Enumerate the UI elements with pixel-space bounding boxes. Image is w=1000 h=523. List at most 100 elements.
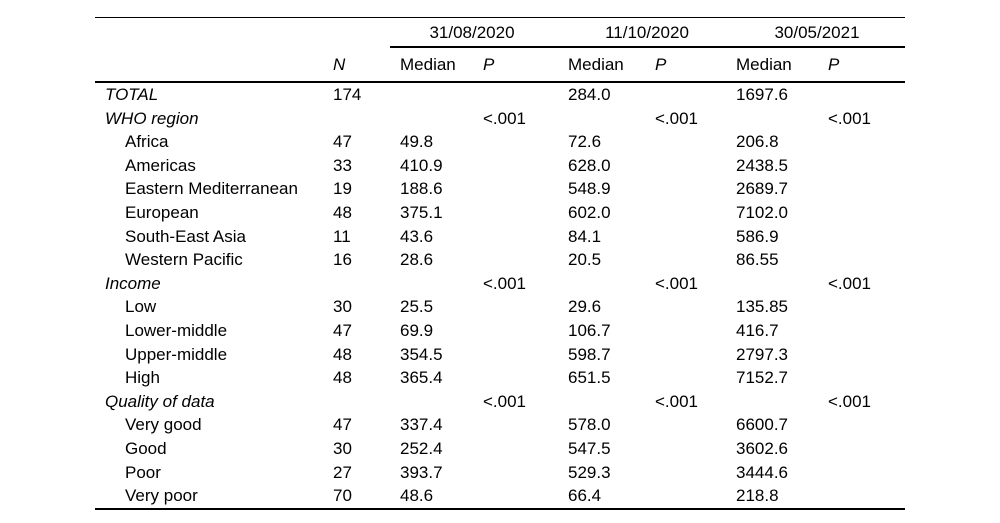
- row-label: Eastern Mediterranean: [125, 179, 298, 199]
- row-value: [655, 343, 736, 367]
- row-value: 48: [333, 344, 352, 364]
- table-row: Good 30 252.4 547.5 3602.6: [95, 437, 905, 461]
- row-value: <.001: [655, 273, 699, 293]
- p-column-header: P: [483, 55, 495, 74]
- table-row: Eastern Mediterranean 19 188.6 548.9 2689.7: [95, 177, 905, 201]
- row-value: 16: [333, 250, 352, 270]
- row-value: [828, 343, 905, 367]
- row-value: [736, 107, 828, 131]
- date-group-label: 31/08/2020: [429, 23, 515, 42]
- row-value: 47: [333, 415, 352, 435]
- row-value: [655, 413, 736, 437]
- row-value: [483, 295, 568, 319]
- row-value: 69.9: [400, 320, 434, 340]
- row-value: 547.5: [568, 438, 611, 458]
- table-row: WHO region <.001 <.001 <.001: [95, 107, 905, 131]
- row-label: Quality of data: [105, 391, 215, 411]
- table-row: European 48 375.1 602.0 7102.0: [95, 201, 905, 225]
- p-column-header: P: [828, 55, 840, 74]
- table-row: Africa 47 49.8 72.6 206.8: [95, 130, 905, 154]
- row-value: [655, 154, 736, 178]
- row-value: 30: [333, 438, 352, 458]
- row-value: 337.4: [400, 415, 443, 435]
- row-label: Poor: [125, 462, 161, 482]
- row-value: [828, 154, 905, 178]
- row-value: [483, 461, 568, 485]
- row-value: 375.1: [400, 202, 443, 222]
- row-value: 11: [333, 226, 351, 246]
- table-body: TOTAL 174 284.0 1697.6 WHO region <.001 <.001 <…: [95, 83, 905, 508]
- row-value: 47: [333, 320, 352, 340]
- row-value: [483, 201, 568, 225]
- row-value: 25.5: [400, 297, 434, 317]
- row-value: 365.4: [400, 368, 443, 388]
- row-value: <.001: [828, 273, 872, 293]
- row-value: [655, 225, 736, 249]
- row-value: [483, 177, 568, 201]
- row-value: 586.9: [736, 226, 779, 246]
- row-value: 2797.3: [736, 344, 788, 364]
- row-value: [828, 366, 905, 390]
- row-label: Good: [125, 438, 167, 458]
- row-value: [333, 390, 400, 414]
- row-label: Very poor: [125, 486, 198, 506]
- row-value: 284.0: [568, 85, 611, 104]
- row-label: Income: [105, 273, 161, 293]
- row-value: 20.5: [568, 250, 602, 270]
- row-value: 2689.7: [736, 179, 788, 199]
- row-value: 27: [333, 462, 352, 482]
- row-value: 410.9: [400, 155, 443, 175]
- row-value: 2438.5: [736, 155, 788, 175]
- row-value: [483, 319, 568, 343]
- row-label: Lower-middle: [125, 320, 228, 340]
- row-value: [828, 413, 905, 437]
- median-column-header: Median: [736, 55, 792, 74]
- row-value: 135.85: [736, 297, 788, 317]
- row-value: [655, 83, 736, 107]
- row-label: South-East Asia: [125, 226, 246, 246]
- row-value: 6600.7: [736, 415, 788, 435]
- row-value: [483, 83, 568, 107]
- row-value: 19: [333, 179, 352, 199]
- label-column-header: [95, 48, 333, 82]
- row-value: [828, 437, 905, 461]
- row-value: [483, 343, 568, 367]
- table-row: Upper-middle 48 354.5 598.7 2797.3: [95, 343, 905, 367]
- row-value: 3444.6: [736, 462, 788, 482]
- row-value: 206.8: [736, 132, 779, 152]
- row-value: [828, 83, 905, 107]
- row-value: [483, 225, 568, 249]
- date-group-row: 31/08/2020 11/10/2020 30/05/2021: [95, 18, 905, 46]
- row-value: [483, 248, 568, 272]
- row-value: 30: [333, 297, 352, 317]
- table-row: Lower-middle 47 69.9 106.7 416.7: [95, 319, 905, 343]
- row-value: [828, 201, 905, 225]
- row-value: 106.7: [568, 320, 611, 340]
- row-label: Very good: [125, 415, 202, 435]
- row-value: [400, 272, 483, 296]
- table-top-rule: [95, 17, 905, 18]
- row-value: [400, 390, 483, 414]
- row-value: <.001: [828, 391, 872, 411]
- table-row: South-East Asia 11 43.6 84.1 586.9: [95, 225, 905, 249]
- row-value: 28.6: [400, 250, 434, 270]
- row-value: [655, 295, 736, 319]
- table-header: 31/08/2020 11/10/2020 30/05/2021 N Media…: [95, 18, 905, 81]
- row-value: 3602.6: [736, 438, 788, 458]
- row-value: 393.7: [400, 462, 443, 482]
- row-label: Americas: [125, 155, 196, 175]
- row-value: <.001: [483, 273, 527, 293]
- row-label: Low: [125, 297, 157, 317]
- row-value: 66.4: [568, 486, 602, 506]
- row-value: <.001: [655, 108, 699, 128]
- row-value: [400, 83, 483, 107]
- row-value: 174: [333, 85, 362, 104]
- row-value: 529.3: [568, 462, 611, 482]
- row-value: <.001: [483, 108, 527, 128]
- row-label: European: [125, 202, 199, 222]
- row-value: 48.6: [400, 486, 434, 506]
- row-value: 628.0: [568, 155, 611, 175]
- row-value: <.001: [828, 108, 872, 128]
- row-value: 1697.6: [736, 85, 788, 104]
